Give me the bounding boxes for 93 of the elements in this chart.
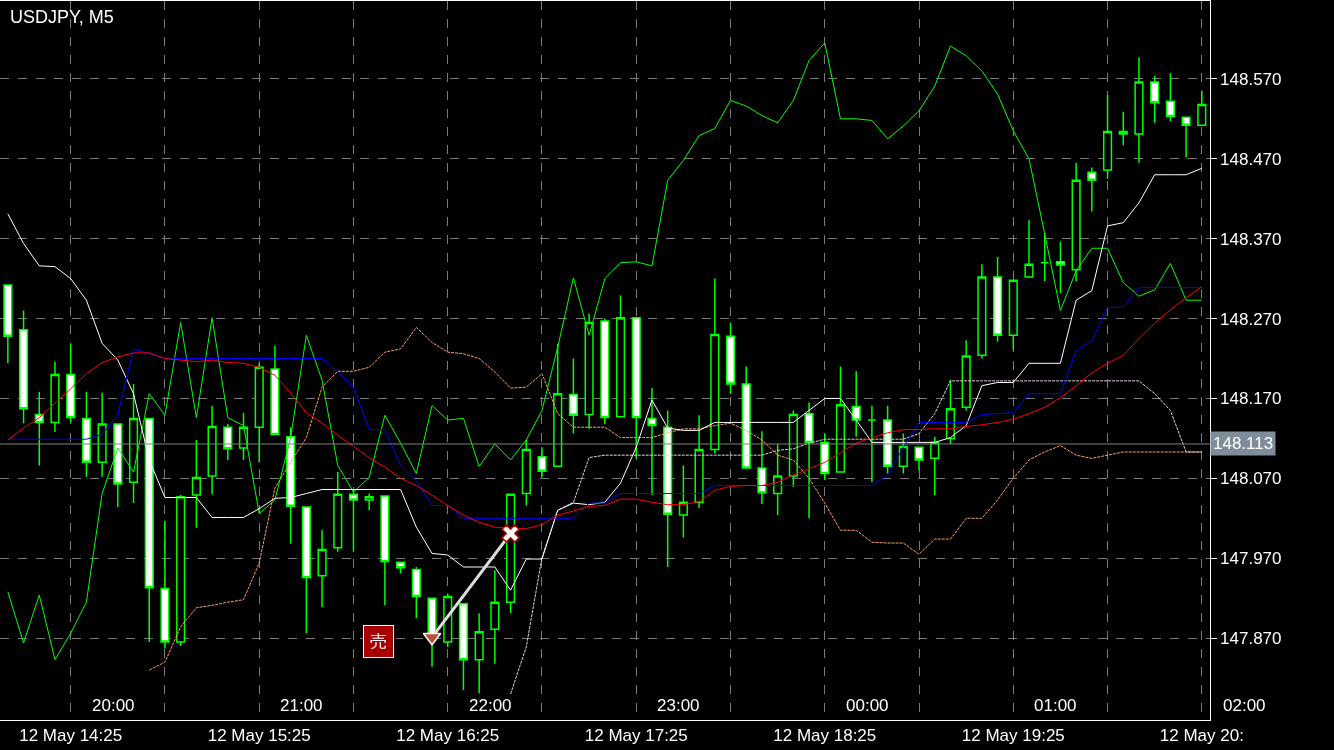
- candlestick: [34, 391, 44, 467]
- candlestick: [270, 344, 280, 436]
- candlestick: [1008, 279, 1018, 351]
- candlestick: [97, 392, 107, 478]
- x2-tick-label: 20:00: [92, 696, 135, 715]
- y-tick-label: 148.370: [1220, 229, 1282, 249]
- candlestick: [380, 495, 390, 607]
- candlestick: [176, 494, 186, 647]
- candlestick: [1087, 166, 1097, 213]
- candlestick: [1150, 74, 1160, 124]
- candlestick: [207, 404, 217, 496]
- candlestick: [600, 317, 610, 425]
- candlestick: [254, 362, 264, 464]
- x2-tick-label: 01:00: [1034, 696, 1077, 715]
- y-tick-label: 148.170: [1220, 389, 1282, 409]
- candlestick: [1102, 94, 1113, 180]
- candlestick: [820, 432, 830, 481]
- y-tick-label: 148.270: [1220, 309, 1282, 329]
- chart-title: USDJPY, M5: [10, 7, 114, 27]
- candlestick: [568, 357, 579, 435]
- candlestick: [474, 612, 484, 694]
- line-series: [148, 326, 1203, 671]
- candlestick: [411, 566, 421, 619]
- y-tick-label: 147.870: [1220, 629, 1282, 649]
- candlestick: [521, 439, 531, 507]
- candlestick: [710, 277, 720, 455]
- candlestick: [631, 317, 641, 460]
- candlestick: [851, 370, 861, 438]
- candlestick: [1197, 90, 1207, 126]
- candlestick: [867, 404, 877, 484]
- x-tick-label: 12 May 17:25: [584, 726, 688, 746]
- candlestick: [364, 492, 374, 512]
- x-tick-label: 12 May 19:25: [961, 726, 1065, 746]
- candlestick: [647, 387, 657, 496]
- candlestick: [1181, 116, 1191, 158]
- candlestick: [1055, 241, 1066, 294]
- candlestick: [66, 343, 76, 424]
- x-tick-label: 12 May 16:25: [396, 726, 500, 746]
- y-tick-label: 147.970: [1220, 549, 1282, 569]
- candlestick: [992, 256, 1003, 343]
- x2-tick-label: 23:00: [657, 696, 700, 715]
- candlestick: [160, 519, 170, 650]
- candlestick: [537, 446, 547, 478]
- candlestick: [1134, 56, 1144, 164]
- line-series: [510, 380, 1203, 695]
- candlestick: [3, 283, 13, 365]
- x2-tick-label: 02:00: [1223, 696, 1266, 715]
- candlestick: [490, 569, 500, 665]
- x-tick-label: 12 May 18:25: [773, 726, 877, 746]
- candlestick: [18, 309, 29, 424]
- y-tick-label: 148.070: [1220, 469, 1282, 489]
- candlestick: [128, 383, 139, 504]
- annotation: 売: [370, 632, 387, 651]
- candlestick: [396, 561, 406, 575]
- x2-tick-label: 21:00: [280, 696, 323, 715]
- candlestick: [113, 423, 123, 508]
- candlestick: [1024, 219, 1034, 278]
- candlestick: [553, 343, 563, 468]
- x-tick-label: 12 May 14:25: [19, 726, 123, 746]
- candlestick: [678, 464, 688, 539]
- candlestick: [333, 471, 343, 553]
- candlestick: [757, 430, 767, 505]
- y-tick-label: 148.570: [1220, 69, 1282, 89]
- candlestick: [348, 489, 359, 553]
- candlestick: [584, 313, 594, 430]
- candlestick: [914, 445, 924, 472]
- candlestick: [977, 263, 987, 360]
- candlestick: [694, 414, 704, 509]
- y-tick-label: 148.470: [1220, 149, 1282, 169]
- candlestick: [725, 321, 736, 395]
- candlestick: [81, 391, 91, 478]
- x2-tick-label: 00:00: [846, 696, 889, 715]
- candlestick: [317, 529, 327, 608]
- x2-tick-label: 22:00: [469, 696, 512, 715]
- candlestick: [50, 360, 60, 433]
- candlestick: [191, 439, 201, 529]
- candlestick: [961, 339, 971, 412]
- ref-line-label: 148.113: [1213, 434, 1274, 453]
- x-tick-label: 12 May 15:25: [207, 726, 311, 746]
- candlestick: [1165, 72, 1175, 122]
- candlestick: [615, 294, 626, 418]
- line-series: [7, 42, 1203, 661]
- x-tick-label: 12 May 20:: [1159, 726, 1244, 746]
- candlestick: [1071, 162, 1081, 282]
- candlestick: [301, 506, 311, 635]
- candlestick: [663, 409, 673, 568]
- candlestick: [835, 365, 846, 473]
- candlestick: [223, 423, 233, 461]
- candlestick: [741, 365, 751, 469]
- candlestick: [1118, 110, 1128, 146]
- candlestick: [773, 443, 783, 516]
- candlestick: [458, 603, 469, 691]
- candlestick: [804, 401, 814, 520]
